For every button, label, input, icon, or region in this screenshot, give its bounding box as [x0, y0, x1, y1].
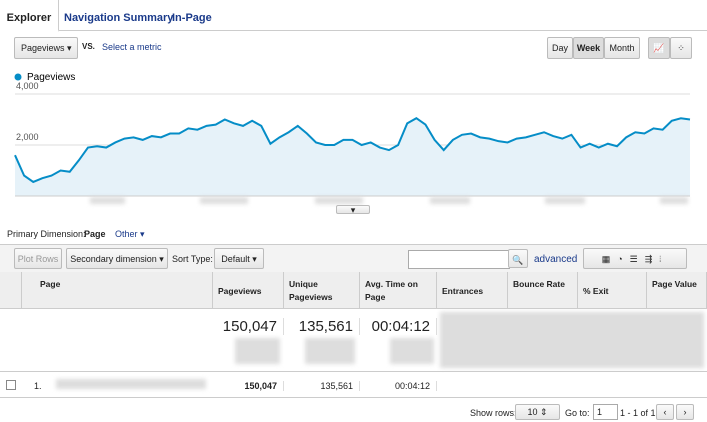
metric-text: Pageviews: [21, 43, 65, 53]
blurred-totals: [440, 312, 704, 368]
column-header[interactable]: Unique Pageviews: [284, 272, 360, 308]
view-toggles[interactable]: ▦◔☰⇶⦙: [583, 248, 687, 269]
primary-dimension-selected: Page: [84, 229, 106, 239]
period-day[interactable]: Day: [547, 37, 573, 59]
column-header[interactable]: Page Value: [647, 272, 707, 308]
line-chart-toggle[interactable]: 📈: [648, 37, 670, 59]
plot-rows-button[interactable]: Plot Rows: [14, 248, 62, 269]
legend-label: Pageviews: [27, 72, 75, 83]
select-metric-link[interactable]: Select a metric: [102, 42, 162, 52]
advanced-link[interactable]: advanced: [534, 254, 578, 265]
total-value: 135,561: [284, 318, 360, 335]
x-labels-blurred: [545, 197, 585, 204]
column-header[interactable]: Avg. Time on Page: [360, 272, 437, 308]
blurred-subtotal: [305, 338, 355, 364]
search-button[interactable]: 🔍: [508, 249, 528, 268]
other-dimension-link[interactable]: Other ▾: [115, 229, 145, 239]
x-labels-blurred: [315, 197, 363, 204]
blurred-page: [56, 379, 206, 389]
column-header[interactable]: % Exit: [578, 272, 647, 308]
tab[interactable]: Navigation Summary: [64, 12, 174, 24]
row-value: 135,561: [284, 381, 360, 391]
tab-active[interactable]: Explorer: [0, 0, 59, 32]
legend-dot: [14, 73, 22, 81]
total-value: 150,047: [213, 318, 284, 335]
metric-dropdown[interactable]: Pageviews ▾: [14, 37, 78, 59]
x-labels-blurred: [660, 197, 688, 204]
go-to-label: Go to:: [565, 408, 590, 418]
period-week[interactable]: Week: [573, 37, 604, 59]
search-input[interactable]: [408, 250, 510, 269]
secondary-dimension-text: Secondary dimension: [70, 254, 157, 264]
sort-type-text: Default: [221, 254, 250, 264]
sort-type-dropdown[interactable]: Default ▾: [214, 248, 264, 269]
area-fill: [15, 118, 690, 196]
go-to-input[interactable]: 1: [593, 404, 618, 420]
blurred-subtotal: [390, 338, 434, 364]
tab-bar: [0, 0, 707, 31]
series-line: [14, 117, 691, 184]
table-bottom: [0, 397, 707, 398]
y-tick-label: 2,000: [16, 132, 39, 142]
show-rows-value: 10: [527, 407, 538, 417]
next-page[interactable]: ›: [676, 404, 694, 420]
x-labels-blurred: [90, 197, 125, 204]
row-checkbox[interactable]: [6, 380, 16, 390]
show-rows-select[interactable]: 10 ⇕: [515, 404, 560, 420]
column-header[interactable]: Entrances: [437, 272, 508, 308]
period-month[interactable]: Month: [604, 37, 640, 59]
chart: Pageviews 2,000 4,000: [14, 72, 691, 197]
row-index: 1.: [34, 381, 42, 391]
other-text: Other: [115, 229, 138, 239]
column-header[interactable]: Pageviews: [213, 272, 284, 308]
show-rows-label: Show rows:: [470, 408, 517, 418]
primary-dimension-label: Primary Dimension:: [7, 229, 86, 239]
row-value: 150,047: [213, 381, 284, 391]
motion-chart-toggle[interactable]: ⁘: [670, 37, 692, 59]
x-labels-blurred: [200, 197, 248, 204]
column-header: Page: [22, 272, 213, 308]
tab[interactable]: In-Page: [172, 12, 212, 24]
totals-row: [0, 308, 707, 372]
range-label: 1 - 1 of 1: [620, 408, 656, 418]
blurred-subtotal: [235, 338, 280, 364]
sort-type-label: Sort Type:: [172, 254, 213, 264]
prev-page[interactable]: ‹: [656, 404, 674, 420]
column-header[interactable]: Bounce Rate: [508, 272, 578, 308]
row-value: 00:04:12: [360, 381, 437, 391]
header-checkbox: [0, 272, 22, 308]
secondary-dimension-dropdown[interactable]: Secondary dimension ▾: [66, 248, 168, 269]
x-labels-blurred: [430, 197, 470, 204]
chart-collapse[interactable]: ▾: [336, 205, 370, 215]
vs-label: VS.: [82, 42, 95, 51]
total-value: 00:04:12: [360, 318, 437, 335]
y-tick-label: 4,000: [16, 81, 39, 91]
